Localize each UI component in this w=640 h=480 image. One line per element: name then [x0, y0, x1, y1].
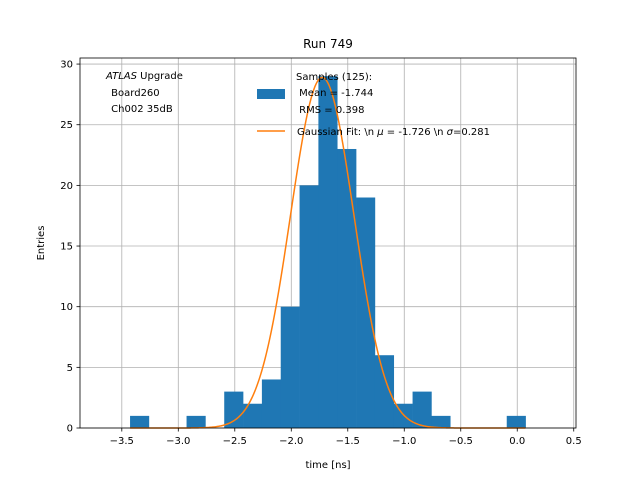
- histogram-bars: [130, 76, 526, 429]
- legend-histogram-swatch: [257, 89, 285, 99]
- y-tick-label: 0: [67, 424, 73, 435]
- histogram-bar: [393, 403, 413, 428]
- y-tick-label: 15: [60, 242, 73, 253]
- y-tick-label: 30: [60, 60, 73, 71]
- x-axis-label: time [ns]: [305, 460, 350, 471]
- x-tick-label: −3.0: [166, 436, 190, 447]
- annotation-line-2: Board260: [108, 88, 160, 99]
- histogram-bar: [374, 355, 395, 428]
- x-tick-label: 0.0: [509, 436, 525, 447]
- histogram-bar: [506, 415, 526, 428]
- histogram-bar: [299, 185, 319, 428]
- histogram-bar: [130, 415, 150, 428]
- legend-samples-line-3: RMS = 0.398: [296, 105, 364, 116]
- histogram-bar: [412, 391, 432, 428]
- histogram-bar: [280, 306, 300, 428]
- x-tick-label: −0.5: [449, 436, 473, 447]
- histogram-bar: [261, 379, 282, 428]
- y-axis-ticks: 0 5 10 15 20 25 30: [60, 60, 80, 435]
- y-tick-label: 25: [60, 120, 73, 131]
- x-axis-ticks: −3.5 −3.0 −2.5 −2.0 −1.5 −1.0 −0.5 0.0 0.5: [110, 428, 582, 447]
- x-tick-label: −3.5: [110, 436, 134, 447]
- annotation-atlas: ATLAS: [105, 71, 138, 82]
- y-tick-label: 10: [60, 302, 73, 313]
- legend-fit-label: Gaussian Fit: \n μ = -1.726 \n σ=0.281: [297, 127, 490, 138]
- y-tick-label: 5: [67, 363, 73, 374]
- legend-samples-line-1: Samples (125):: [296, 72, 372, 83]
- chart-title: Run 749: [303, 37, 353, 51]
- histogram-bar: [337, 148, 357, 428]
- annotation-upgrade: Upgrade: [137, 71, 183, 82]
- x-tick-label: −1.0: [392, 436, 416, 447]
- annotation-line-3: Ch002 35dB: [108, 104, 173, 115]
- legend: Samples (125): Mean = -1.744 RMS = 0.398…: [257, 72, 490, 138]
- histogram-bar: [186, 415, 206, 428]
- x-tick-label: 0.5: [566, 436, 582, 447]
- annotation-line-1: ATLAS Upgrade: [105, 71, 183, 82]
- histogram-bar: [431, 415, 451, 428]
- x-tick-label: −1.5: [336, 436, 360, 447]
- histogram-bar: [356, 197, 376, 428]
- y-axis-label: Entries: [36, 226, 47, 261]
- y-tick-label: 20: [60, 181, 73, 192]
- histogram-bar: [243, 403, 263, 428]
- x-tick-label: −2.5: [223, 436, 247, 447]
- plot-frame: [79, 57, 577, 429]
- histogram-bar: [224, 391, 244, 428]
- legend-samples-line-2: Mean = -1.744: [296, 88, 373, 99]
- x-tick-label: −2.0: [279, 436, 303, 447]
- atlas-annotation: ATLAS Upgrade Board260 Ch002 35dB: [105, 71, 183, 115]
- histogram-bar: [318, 76, 338, 429]
